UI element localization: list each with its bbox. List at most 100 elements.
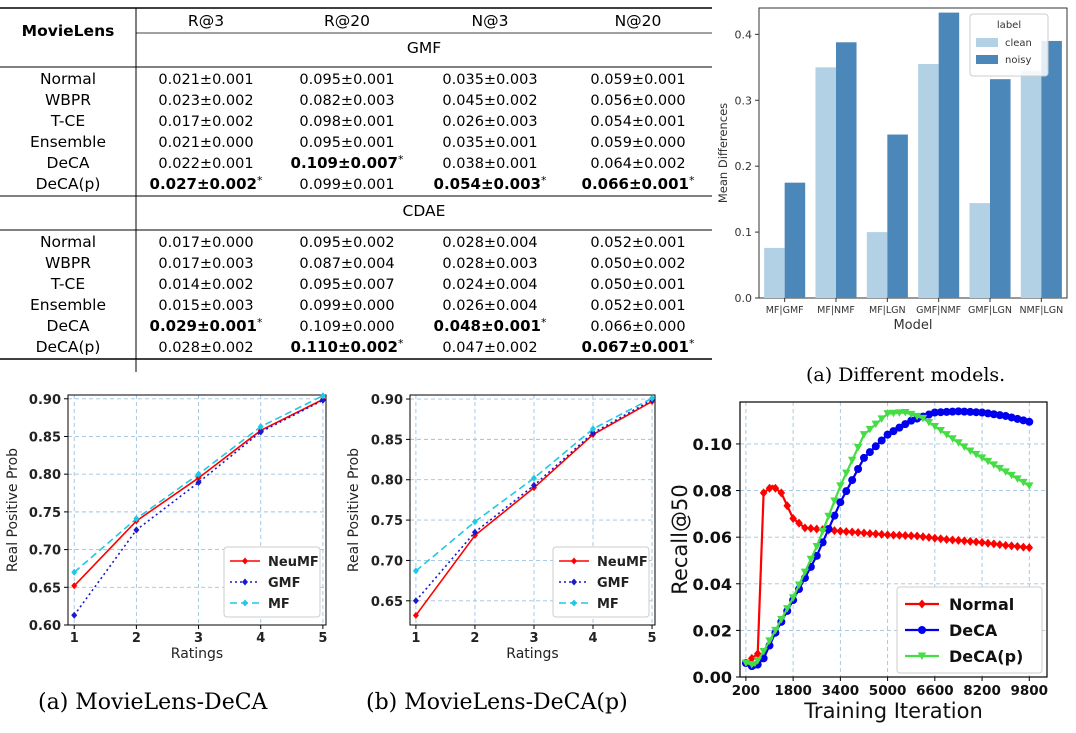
x-tick-label: 4 (588, 631, 597, 646)
data-point-DeCA(p) (948, 435, 957, 443)
recall-chart-figure: 0.00 0.02 0.04 0.06 0.08 0.10 200 1800 3400 5000 6… (665, 390, 1076, 729)
data-point-Normal (748, 653, 756, 663)
line-chart-a-figure: 0.60 0.65 0.70 0.75 0.80 0.85 0.90 1 2 3 4 5 Ratings… (0, 385, 340, 665)
y-tick-label: 0.65 (371, 595, 403, 610)
table-cell: 0.098±0.001 (299, 114, 394, 130)
data-point-GMF (471, 528, 478, 536)
table-cell: 0.027±0.002* (150, 174, 263, 193)
table-cell: 0.026±0.003 (442, 114, 537, 130)
data-point-Normal (783, 501, 792, 511)
table-cell: 0.054±0.001 (590, 114, 685, 130)
data-point-DeCA(p) (777, 616, 786, 624)
data-point-Normal (777, 488, 786, 498)
data-point-GMF (71, 611, 78, 619)
significance-star: * (689, 337, 695, 350)
data-point-DeCA(p) (1013, 475, 1022, 483)
recall-chart: 0.00 0.02 0.04 0.06 0.08 0.10 200 1800 3400 5000 6… (668, 401, 1048, 723)
table-row-method: DeCA(p) (36, 175, 101, 193)
legend-marker-NeuMF (571, 557, 577, 565)
data-point-GMF (319, 396, 326, 404)
significance-star: * (398, 153, 404, 166)
data-point-DeCA (995, 411, 1004, 420)
data-point-DeCA(p) (960, 443, 969, 451)
table-row-method: DeCA (47, 317, 90, 335)
table-cell: 0.045±0.002 (442, 93, 537, 109)
legend-box (223, 546, 321, 618)
data-point-Normal (1001, 540, 1010, 550)
y-tick-label: 0.90 (29, 393, 61, 408)
table-cell: 0.064±0.002 (590, 156, 685, 172)
table-cell: 0.026±0.004 (442, 298, 537, 314)
data-point-DeCA(p) (983, 457, 993, 466)
data-point-Normal (848, 527, 856, 537)
data-point-DeCA (895, 423, 904, 432)
y-tick-label: 0.2 (735, 160, 753, 173)
table-cell: 0.087±0.004 (299, 256, 394, 272)
column-header: N@20 (615, 12, 662, 30)
data-point-DeCA(p) (865, 425, 875, 434)
data-point-Normal (931, 533, 939, 543)
data-point-DeCA(p) (771, 626, 780, 635)
data-point-MF (530, 474, 537, 482)
legend-marker-GMF (571, 578, 577, 586)
legend-label-GMF: GMF (597, 576, 630, 591)
data-point-Normal (972, 537, 980, 547)
data-point-DeCA (836, 498, 845, 507)
data-point-Normal (942, 535, 951, 544)
x-tick-label: 5 (318, 631, 327, 646)
table-row-method: WBPR (45, 254, 91, 272)
table-cell: 0.022±0.001 (158, 156, 253, 172)
table-row-method: T-CE (50, 112, 85, 130)
y-tick-label: 0.85 (29, 430, 61, 445)
data-point-Normal (978, 538, 986, 548)
table-dataset-label: MovieLens (22, 22, 115, 40)
table-cell: 0.050±0.001 (590, 277, 685, 293)
data-point-DeCA(p) (1025, 482, 1034, 490)
x-tick-label: 200 (732, 683, 760, 699)
y-tick-label: 0.90 (371, 393, 403, 408)
significance-star: * (257, 174, 263, 187)
data-point-DeCA(p) (853, 443, 863, 452)
table-cell: 0.021±0.000 (158, 135, 253, 151)
legend-label-NeuMF: NeuMF (597, 555, 648, 570)
data-point-Normal (1025, 543, 1034, 553)
legend-marker-DeCA (918, 626, 926, 634)
data-point-DeCA (989, 410, 998, 419)
table-cell: 0.035±0.001 (442, 135, 537, 151)
data-point-Normal (877, 529, 886, 539)
y-tick-label: 0.4 (735, 28, 753, 41)
data-point-DeCA (824, 525, 833, 534)
y-tick-label: 0.60 (29, 619, 61, 634)
y-tick-label: 0.06 (693, 528, 732, 547)
x-tick-label: 3400 (822, 683, 860, 699)
x-tick-label: NMF|LGN (1019, 305, 1063, 316)
table-cell: 0.028±0.003 (442, 256, 537, 272)
data-point-Normal (842, 527, 851, 537)
x-tick-label: 6600 (916, 683, 954, 699)
line-chart-b-figure: 0.65 0.70 0.75 0.80 0.85 0.90 1 2 3 4 5 Ratings Real… (340, 385, 670, 665)
y-tick-label: 0.04 (693, 575, 732, 594)
significance-star: * (257, 316, 263, 329)
y-tick-label: 0.3 (735, 94, 753, 107)
significance-star: * (541, 174, 547, 187)
legend-label-DeCA(p): DeCA(p) (949, 647, 1023, 666)
legend-label-NeuMF: NeuMF (268, 555, 319, 570)
legend-box (552, 546, 650, 618)
table-cell: 0.047±0.002 (442, 340, 537, 356)
y-tick-label: 0.75 (371, 514, 403, 529)
data-point-MF (319, 392, 326, 400)
data-point-Normal (759, 488, 768, 498)
legend-marker-GMF (242, 578, 248, 586)
table-cell: 0.014±0.002 (158, 277, 253, 293)
data-point-Normal (860, 528, 868, 538)
data-point-DeCA (966, 407, 975, 416)
table-cell: 0.109±0.007* (291, 153, 404, 172)
data-point-Normal (771, 483, 780, 493)
data-point-Normal (789, 514, 797, 524)
data-point-Normal (990, 539, 998, 549)
data-point-DeCA (972, 408, 981, 417)
data-point-MF (195, 470, 202, 478)
table-cell: 0.054±0.003* (434, 174, 547, 193)
x-tick-label: 5 (648, 631, 657, 646)
data-point-DeCA (936, 408, 945, 417)
